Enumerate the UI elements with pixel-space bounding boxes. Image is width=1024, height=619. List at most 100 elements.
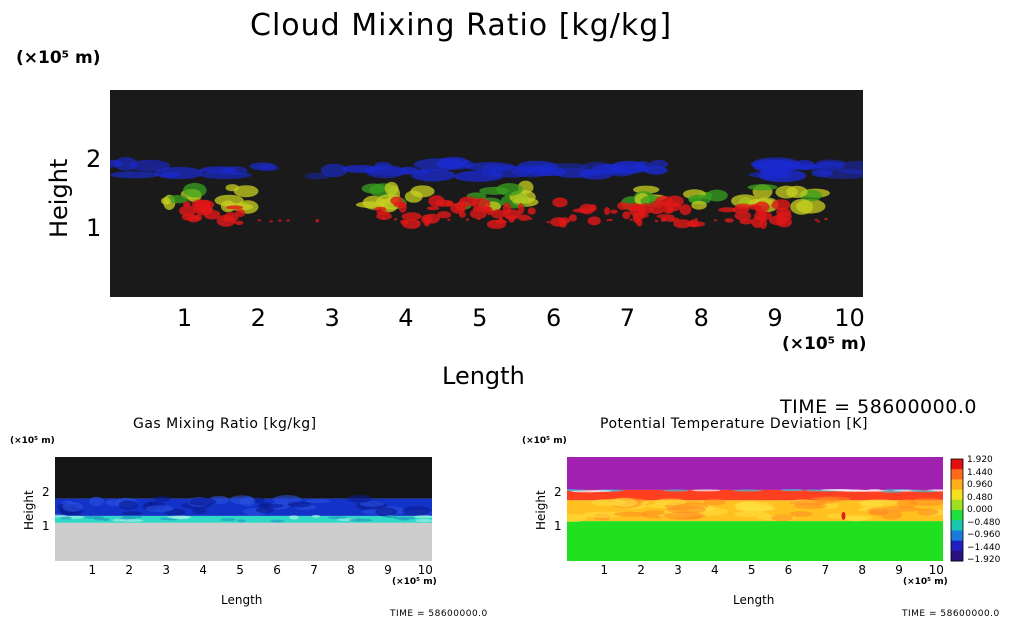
main-x-tick-9: 9 [767,304,783,332]
pt-orange-texture [839,514,873,521]
cloud-yellow-cell [166,194,189,204]
gas-blue-texture [88,496,104,507]
cloud-blue-cell [650,160,669,169]
pt-red-anomaly [841,511,846,520]
main-x-tick-10: 10 [834,304,865,332]
gas-cyan-texture [220,518,236,522]
pt-colorbar-swatch [951,520,963,531]
cloud-red-cell [458,211,466,218]
main-x-tick-6: 6 [545,304,562,332]
pt-chart-title: Potential Temperature Deviation [K] [600,416,868,432]
cloud-red-cell [666,195,684,208]
gas-x-unit: (×10⁵ m) [392,577,437,587]
cloud-red-dot [315,219,319,222]
gas-layer-band [55,522,432,561]
gas-blue-texture [287,501,312,508]
gas-x-tick-7: 7 [310,563,318,577]
pt-orange-texture [771,514,794,522]
cloud-red-dot [529,217,533,220]
pt-colorbar-label: 1.920 [967,455,993,465]
pt-x-tick-3: 3 [674,563,682,577]
cloud-red-cell [650,200,669,209]
cloud-red-dot [477,217,481,220]
pt-orange-texture [858,499,898,506]
pt-orange-texture [733,501,774,512]
pt-orange-texture [867,507,890,516]
pt-top-line [732,489,763,492]
pt-x-tick-1: 1 [600,563,608,577]
gas-blue-texture [305,499,331,504]
main-x-tick-8: 8 [693,304,709,332]
gas-blue-texture [255,506,275,514]
cloud-yellow-cell [790,198,814,215]
cloud-red-cell [673,219,692,229]
cloud-red-cell [455,201,467,212]
gas-x-tick-9: 9 [384,563,392,577]
cloud-yellow-cell [160,197,171,205]
cloud-red-dot [609,218,613,221]
cloud-blue-cell [580,161,614,176]
pt-x-tick-2: 2 [637,563,645,577]
main-x-tick-7: 7 [619,304,636,332]
gas-blue-texture [118,500,139,510]
main-x-label: Length [442,362,525,390]
cloud-red-dot [824,217,828,220]
cloud-red-cell [627,205,648,212]
pt-top-line [932,489,943,492]
main-plot-area [110,90,863,297]
pt-x-tick-4: 4 [710,563,719,577]
cloud-red-cell [568,214,577,222]
cloud-red-dot [694,218,698,221]
pt-colorbar [950,458,964,562]
cloud-red-cell [610,209,618,214]
gas-blue-texture [402,506,431,516]
cloud-red-cell [622,211,631,220]
cloud-blue-cell [199,166,238,174]
cloud-red-cell [374,206,387,212]
cloud-red-cell [179,205,197,217]
cloud-red-cell [748,204,760,210]
gas-blue-texture [229,495,255,505]
cloud-blue-cell [816,159,846,167]
gas-blue-texture [145,505,174,513]
gas-cyan-texture [60,516,72,520]
cloud-blue-cell [811,169,833,178]
cloud-red-dot [315,220,319,223]
cloud-blue-cell [590,164,628,175]
gas-cyan-texture [348,518,373,522]
pt-colorbar-swatch [951,550,963,562]
gas-cyan-texture [415,519,432,523]
gas-cyan-texture [119,519,144,523]
cloud-red-cell [724,218,734,223]
cloud-red-cell [428,195,445,207]
pt-colorbar-frame [950,458,964,562]
pt-top-line [916,490,938,493]
pt-colorbar-swatch [951,499,963,511]
cloud-red-cell [402,219,421,229]
cloud-red-cell [183,201,191,208]
gas-x-tick-1: 1 [88,563,97,577]
gas-y-tick-2: 2 [42,484,50,499]
cloud-red-dot [671,218,675,221]
main-x-tick-4: 4 [398,304,414,332]
gas-cyan-texture [94,517,104,521]
pt-colorbar-swatch [951,540,963,552]
pt-colorbar-swatch [951,510,963,521]
cloud-red-cell [423,213,440,224]
gas-x-tick-2: 2 [125,563,134,577]
gas-cyan-texture [122,515,143,519]
cloud-red-cell [376,210,390,216]
cloud-yellow-cell [214,194,244,207]
gas-cyan-texture [101,517,110,521]
gas-cyan-texture [171,516,189,520]
gas-y-unit: (×10⁵ m) [10,436,55,446]
pt-x-unit: (×10⁵ m) [903,577,948,587]
gas-x-label: Length [221,593,263,607]
pt-orange-texture [916,508,939,516]
cloud-red-dot [382,217,386,220]
main-heatmap [110,156,863,230]
cloud-blue-cell [517,160,558,172]
cloud-red-dot [286,219,290,222]
main-y-unit: (×10⁵ m) [16,48,101,68]
pt-orange-texture [733,511,770,518]
